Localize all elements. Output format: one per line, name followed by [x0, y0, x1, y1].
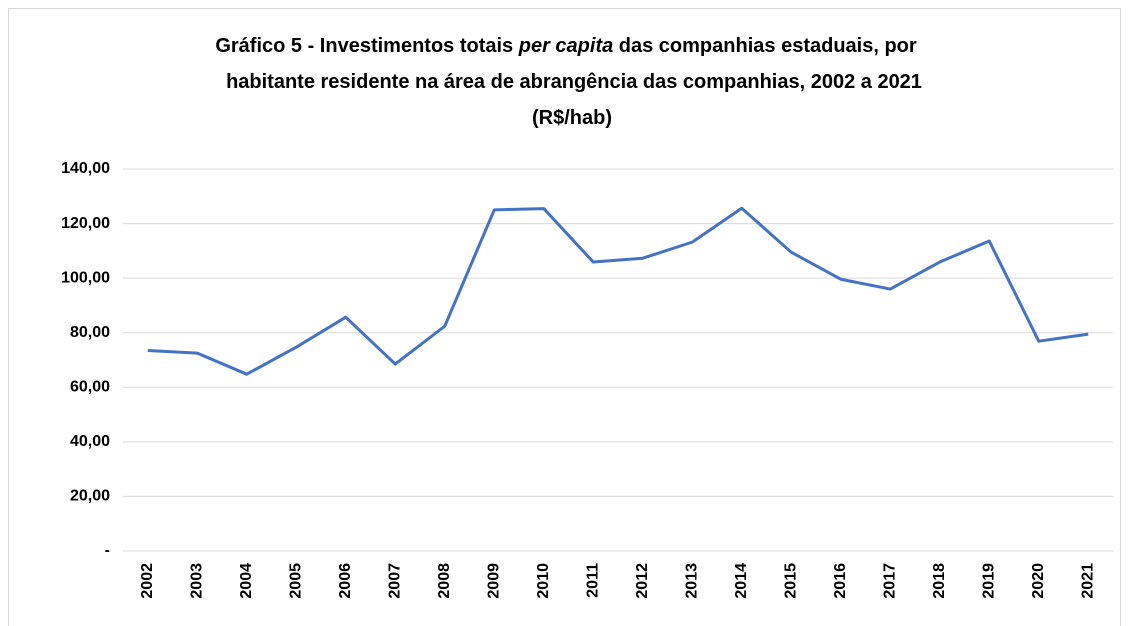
- x-tick-label: 2011: [584, 563, 601, 598]
- chart-border: [8, 8, 1121, 626]
- y-tick-label: 140,00: [61, 160, 110, 177]
- x-tick-label: 2005: [287, 563, 304, 599]
- x-tick-label: 2003: [188, 563, 205, 599]
- y-tick-label: 100,00: [61, 269, 110, 286]
- x-tick-label: 2013: [683, 563, 700, 599]
- x-tick-label: 2006: [337, 563, 354, 599]
- x-tick-label: 2016: [832, 563, 849, 599]
- x-tick-label: 2007: [386, 563, 403, 599]
- y-tick-label: -: [105, 542, 110, 559]
- x-tick-label: 2020: [1030, 563, 1047, 599]
- y-tick-label: 40,00: [70, 433, 110, 450]
- chart-title: (R$/hab): [532, 107, 612, 129]
- data-line: [147, 206, 1089, 376]
- y-tick-label: 60,00: [70, 379, 110, 396]
- title-part: Gráfico 5 - Investimentos totais: [215, 35, 518, 57]
- x-tick-label: 2008: [436, 563, 453, 599]
- x-tick-label: 2014: [733, 563, 750, 599]
- y-tick-label: 80,00: [70, 324, 110, 341]
- x-tick-label: 2009: [485, 563, 502, 599]
- y-tick-label: 20,00: [70, 488, 110, 505]
- x-tick-label: 2015: [782, 563, 799, 599]
- x-tick-label: 2004: [238, 563, 255, 599]
- x-tick-label: 2010: [535, 563, 552, 599]
- x-tick-label: 2002: [139, 563, 156, 599]
- x-tick-label: 2021: [1079, 563, 1096, 599]
- x-tick-label: 2012: [634, 563, 651, 599]
- title-part: das companhias estaduais, por: [613, 35, 917, 57]
- x-tick-label: 2019: [980, 563, 997, 599]
- title-part: per capita: [518, 35, 613, 57]
- x-tick-label: 2018: [931, 563, 948, 599]
- chart-title: habitante residente na área de abrangênc…: [226, 71, 922, 93]
- x-tick-label: 2017: [881, 563, 898, 599]
- chart-title: Gráfico 5 - Investimentos totais per cap…: [215, 35, 917, 57]
- y-tick-label: 120,00: [61, 215, 110, 232]
